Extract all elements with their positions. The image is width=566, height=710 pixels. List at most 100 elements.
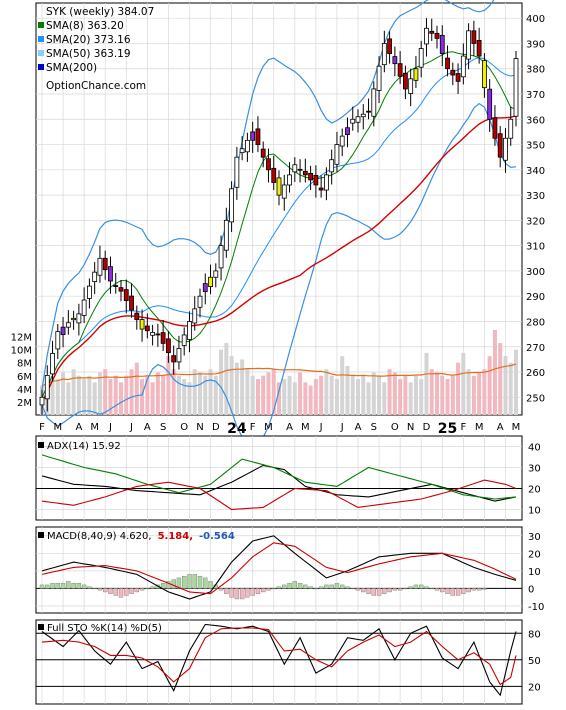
macd-histogram-bar — [124, 588, 129, 596]
candle-body — [329, 159, 335, 173]
macd-histogram-bar — [461, 588, 466, 594]
volume-bar — [435, 372, 439, 415]
candle-body — [176, 348, 182, 363]
volume-bar — [313, 379, 318, 415]
candle-body — [308, 172, 314, 181]
candle-body — [466, 30, 472, 60]
x-axis-labels: F M A M J J A S O N D 24 F M A M J J A S O N D 25 F M A M — [39, 421, 520, 437]
volume-bar — [208, 369, 213, 415]
volume-bar — [514, 349, 518, 415]
series-line — [41, 627, 517, 686]
macd-histogram-bar — [429, 588, 434, 590]
x-axis-label: J — [129, 422, 133, 433]
volume-bar — [224, 343, 229, 415]
volume-bar — [150, 382, 155, 415]
candle-body — [397, 63, 403, 77]
price-tick-label: 340 — [526, 166, 545, 177]
legend-swatch-sma200 — [38, 64, 44, 70]
volume-bar — [277, 382, 281, 415]
volume-bar — [171, 369, 176, 415]
volume-bar — [50, 375, 55, 415]
macd-histogram-bar — [76, 582, 82, 589]
candle-body — [313, 174, 319, 186]
candle-body — [360, 113, 366, 118]
candle-body — [387, 38, 393, 54]
volume-bar — [61, 372, 66, 415]
volume-bar — [255, 379, 260, 415]
candle-body — [255, 128, 261, 145]
candle-body — [197, 295, 203, 308]
candle-body — [202, 283, 208, 293]
candle-body — [455, 73, 461, 82]
candle-body — [497, 133, 503, 158]
indicator-tick-label: -10 — [528, 602, 544, 613]
x-axis-label: M — [301, 422, 310, 433]
volume-bar — [503, 356, 508, 415]
volume-bar — [413, 375, 418, 415]
candle-body — [287, 174, 292, 186]
macd-histogram-bar — [318, 586, 324, 589]
candle-body — [239, 148, 245, 154]
volume-bar — [213, 375, 218, 415]
candle-body — [392, 56, 398, 65]
macd-histogram-bar — [334, 582, 340, 589]
candle-body — [318, 187, 324, 191]
candle-body — [503, 137, 508, 161]
volume-bar — [113, 375, 118, 415]
candle-body — [192, 308, 198, 324]
candle-body — [402, 72, 408, 90]
series-line — [41, 454, 517, 500]
volume-bar — [287, 375, 292, 415]
volume-bar — [324, 369, 329, 415]
macd-histogram-bar — [66, 581, 71, 589]
macd-histogram-bar — [466, 588, 471, 593]
macd-histogram-bar — [102, 588, 108, 593]
legend-swatch-sma50 — [38, 50, 44, 56]
price-tick-label: 260 — [526, 368, 545, 379]
candle-body — [234, 156, 240, 188]
macd-histogram-bar — [187, 574, 192, 589]
volume-bar — [292, 382, 297, 415]
macd-histogram-bar — [371, 588, 376, 596]
candle-body — [55, 331, 61, 350]
x-axis-label: A — [497, 422, 504, 433]
volume-bar — [298, 372, 303, 415]
volume-tick-label: 12M — [11, 333, 32, 344]
candle-body — [165, 338, 171, 354]
adx-title: ADX(14) 15.92 — [47, 441, 121, 452]
macd-histogram-bar — [287, 582, 292, 589]
candle-body — [92, 271, 98, 282]
candle-body — [87, 285, 92, 299]
indicator-tick-label: 20 — [528, 682, 541, 693]
macd-histogram-bar — [113, 588, 118, 596]
candle-body — [439, 34, 445, 54]
macd-histogram-bar — [218, 588, 224, 591]
volume-bar — [361, 375, 366, 415]
macd-title: MACD(8,40,9) 4.620, 5.184, -0.564 — [47, 531, 235, 542]
macd-histogram-bar — [361, 588, 366, 593]
x-axis-label: M — [53, 422, 62, 433]
price-tick-label: 270 — [526, 343, 545, 354]
x-axis-label: M — [475, 422, 484, 433]
legend-sma200: SMA(200) — [46, 62, 97, 74]
candle-body — [460, 55, 466, 78]
upper-band-line — [41, 0, 495, 390]
price-tick-label: 360 — [526, 115, 545, 126]
lower-band-line — [41, 102, 517, 447]
x-axis-label: 24 — [227, 421, 247, 437]
volume-bar — [498, 343, 503, 415]
volume-bar — [429, 369, 434, 415]
x-axis-label: M — [264, 422, 273, 433]
x-axis-label: N — [196, 422, 203, 433]
candle-body — [181, 334, 187, 346]
indicator-tick-label: 0 — [528, 584, 534, 595]
macd-value: MACD(8,40,9) 4.620, — [47, 531, 152, 542]
volume-bar — [329, 375, 334, 415]
candle-body — [434, 32, 440, 39]
volume-bar — [82, 379, 87, 415]
price-tick-label: 310 — [526, 242, 545, 253]
volume-bar — [140, 379, 145, 415]
macd-histogram-bar — [266, 588, 271, 591]
macd-histogram-bar — [392, 588, 398, 591]
